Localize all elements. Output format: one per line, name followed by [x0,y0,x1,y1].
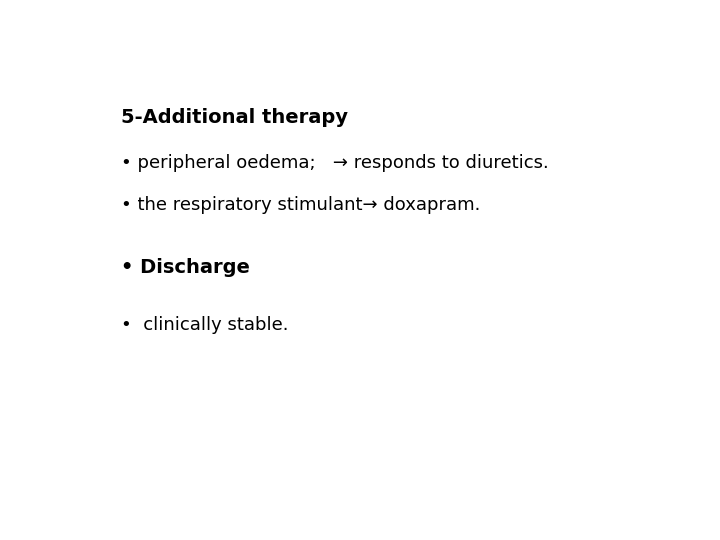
Text: 5-Additional therapy: 5-Additional therapy [121,109,348,127]
Text: •  clinically stable.: • clinically stable. [121,316,288,334]
Text: • peripheral oedema;   → responds to diuretics.: • peripheral oedema; → responds to diure… [121,154,549,172]
Text: • the respiratory stimulant→ doxapram.: • the respiratory stimulant→ doxapram. [121,196,480,214]
Text: • Discharge: • Discharge [121,258,250,277]
